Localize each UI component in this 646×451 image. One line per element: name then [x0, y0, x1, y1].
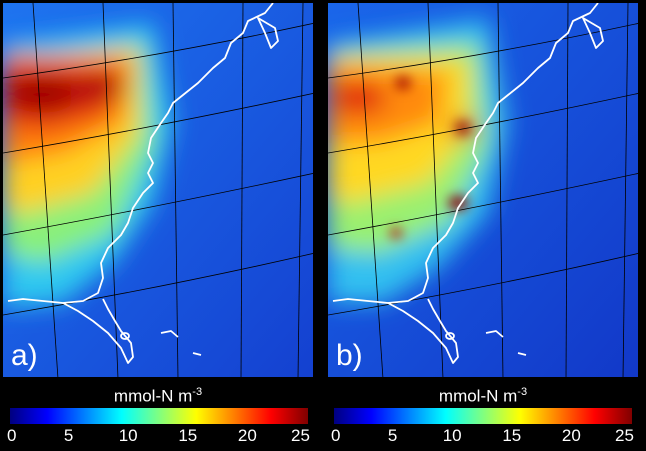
colorbar-tick-label: 25	[615, 426, 634, 445]
map-panel-b: b)	[327, 2, 639, 378]
map-panel-a: a)	[2, 2, 314, 378]
concentration-field	[3, 23, 173, 308]
unit-text: mmol-N m	[113, 386, 193, 406]
unit-exponent: -3	[517, 386, 528, 398]
coastline	[7, 3, 279, 364]
colorbar-tick-label: 20	[237, 426, 257, 445]
colorbar-tick-label: 15	[502, 426, 522, 445]
colorbar-tick-label: 0	[331, 426, 341, 445]
graticule	[3, 3, 313, 377]
colorbar-tick-label: 10	[118, 426, 138, 445]
concentration-map-b	[328, 3, 638, 377]
colorbar-tick-label: 15	[178, 426, 198, 445]
coastline	[332, 3, 604, 364]
colorbar-tick-label: 5	[63, 426, 74, 445]
colorbar-ticks-a: 0 5 10 15 20 25	[7, 424, 310, 448]
concentration-map-a	[3, 3, 313, 377]
colorbar-ticks-b: 0 5 10 15 20 25	[331, 424, 634, 448]
colorbar-tick-label: 10	[442, 426, 462, 445]
colorbar-tick-label: 5	[387, 426, 398, 445]
colorbar-a	[9, 407, 309, 425]
colorbar-tick-label: 20	[561, 426, 581, 445]
panel-label: a)	[11, 339, 38, 372]
panel-label: b)	[336, 339, 363, 372]
unit-label-a: mmol-N m-3	[2, 382, 314, 407]
colorbar-tick-label: 25	[291, 426, 310, 445]
unit-exponent: -3	[192, 386, 203, 398]
colorbar-b	[333, 407, 633, 425]
graticule	[328, 3, 638, 377]
unit-label-b: mmol-N m-3	[327, 382, 639, 407]
colorbar-tick-label: 0	[7, 426, 17, 445]
unit-text: mmol-N m	[438, 386, 518, 406]
